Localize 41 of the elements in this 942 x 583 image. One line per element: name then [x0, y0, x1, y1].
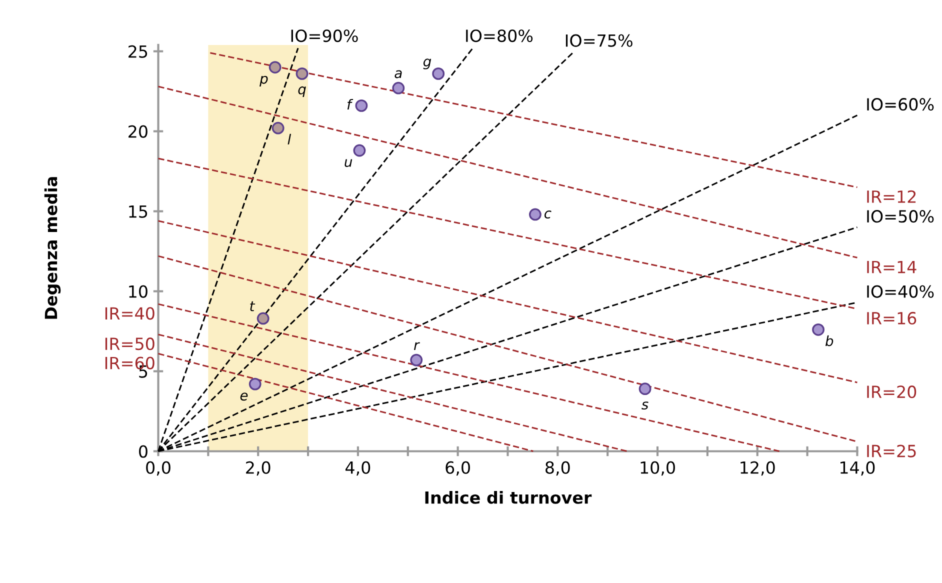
series-label: IR=40: [105, 307, 154, 320]
annotation: c: [544, 210, 552, 218]
series-label: IO=90%: [291, 29, 358, 42]
x-tick-label: 0,0: [146, 461, 170, 476]
annotation: l: [288, 134, 292, 144]
annotation: t: [250, 301, 256, 312]
series-label: IR=50: [105, 338, 154, 350]
x-tick-label: 2,0: [246, 461, 270, 476]
annotation: e: [240, 392, 248, 401]
y-tick-label: 15: [129, 205, 148, 218]
y-axis-title: Degenza media: [44, 177, 61, 319]
y-tick-label: 10: [129, 285, 148, 298]
x-tick-label: 14,0: [840, 461, 875, 476]
series-label: IO=60%: [867, 98, 934, 111]
x-axis-title: Indice di turnover: [425, 490, 592, 504]
annotation: a: [394, 70, 402, 78]
series-label: IO=75%: [566, 34, 632, 47]
annotation: g: [423, 58, 432, 70]
annotation: q: [298, 86, 306, 98]
annotation: s: [642, 402, 648, 410]
x-tick-label: 4,0: [346, 461, 370, 476]
annotation: u: [344, 159, 352, 168]
series-label: IO=80%: [466, 29, 533, 42]
annotation: r: [414, 342, 420, 350]
x-tick-label: 10,0: [640, 461, 675, 476]
y-tick-label: 20: [128, 125, 148, 138]
series-label: IR=12: [867, 190, 916, 203]
annotation: b: [825, 335, 834, 346]
annotation: p: [260, 76, 268, 87]
series-label: IR=20: [867, 386, 916, 398]
series-label: IR=14: [867, 260, 916, 274]
series-label: IR=16: [867, 312, 916, 325]
y-tick-label: 25: [128, 45, 148, 58]
series-label: IR=25: [867, 444, 916, 458]
series-label: IO=40%: [867, 285, 934, 298]
series-label: IO=50%: [867, 210, 934, 223]
x-tick-label: 6,0: [446, 461, 470, 476]
y-tick-label: 0: [139, 445, 148, 458]
x-tick-label: 12,0: [740, 461, 775, 476]
annotation: f: [347, 98, 354, 110]
x-tick-label: 8,0: [546, 461, 570, 476]
